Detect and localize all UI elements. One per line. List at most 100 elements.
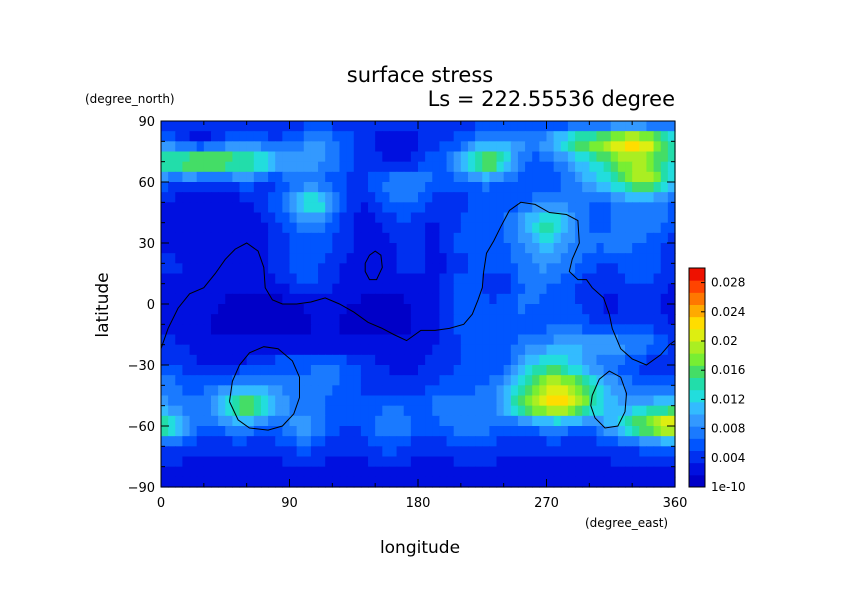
heatmap-cell xyxy=(218,253,226,264)
heatmap-cell xyxy=(625,344,633,356)
heatmap-cell xyxy=(268,141,276,153)
heatmap-cell xyxy=(396,232,405,244)
heatmap-cell xyxy=(632,131,640,142)
heatmap-cell xyxy=(482,283,490,295)
heatmap-cell xyxy=(553,192,562,203)
heatmap-cell xyxy=(432,405,441,417)
heatmap-cell xyxy=(239,151,248,163)
heatmap-cell xyxy=(489,141,498,153)
heatmap-cell xyxy=(603,365,612,376)
heatmap-cell xyxy=(332,354,341,366)
heatmap-cell xyxy=(489,446,498,458)
heatmap-cell xyxy=(625,385,633,397)
heatmap-cell xyxy=(553,121,562,132)
heatmap-cell xyxy=(168,466,176,478)
heatmap-cell xyxy=(596,192,605,203)
heatmap-cell xyxy=(168,324,176,336)
heatmap-cell xyxy=(189,182,198,193)
heatmap-cell xyxy=(268,202,276,214)
heatmap-cell xyxy=(310,466,319,478)
heatmap-cell xyxy=(475,253,483,264)
heatmap-cell xyxy=(303,273,312,285)
heatmap-cell xyxy=(610,405,619,417)
heatmap-cell xyxy=(582,243,590,254)
heatmap-cell xyxy=(246,192,255,203)
heatmap-cell xyxy=(446,395,455,407)
heatmap-cell xyxy=(667,131,676,142)
heatmap-cell xyxy=(282,456,291,468)
heatmap-cell xyxy=(503,171,512,183)
x-tick-label: 180 xyxy=(406,496,431,511)
heatmap-cell xyxy=(467,161,476,173)
heatmap-cell xyxy=(489,131,498,142)
heatmap-cell xyxy=(289,426,298,437)
heatmap-cell xyxy=(239,202,248,214)
heatmap-cell xyxy=(460,273,469,285)
heatmap-cell xyxy=(210,456,219,468)
heatmap-cell xyxy=(560,415,569,427)
heatmap-cell xyxy=(503,476,512,488)
y-tick-label: −30 xyxy=(128,359,155,374)
heatmap-cell xyxy=(239,293,248,305)
heatmap-cell xyxy=(453,232,462,244)
heatmap-cell xyxy=(368,314,376,325)
heatmap-cell xyxy=(318,253,326,264)
heatmap-cell xyxy=(453,365,462,376)
heatmap-cell xyxy=(396,344,405,356)
heatmap-cell xyxy=(639,121,648,132)
heatmap-cell xyxy=(503,324,512,336)
heatmap-cell xyxy=(567,385,576,397)
heatmap-cell xyxy=(253,273,262,285)
heatmap-cell xyxy=(182,253,191,264)
heatmap-cell xyxy=(660,263,669,275)
heatmap-cell xyxy=(161,171,169,183)
heatmap-cell xyxy=(446,192,455,203)
heatmap-cell xyxy=(318,365,326,376)
heatmap-cell xyxy=(168,232,176,244)
heatmap-cell xyxy=(382,141,391,153)
heatmap-cell xyxy=(453,293,462,305)
heatmap-cell xyxy=(553,161,562,173)
heatmap-cell xyxy=(210,466,219,478)
heatmap-cell xyxy=(253,151,262,163)
heatmap-cell xyxy=(418,466,426,478)
heatmap-cell xyxy=(196,446,205,458)
heatmap-cell xyxy=(325,415,333,427)
heatmap-cell xyxy=(425,446,433,458)
heatmap-cell xyxy=(303,314,312,325)
heatmap-cell xyxy=(546,243,555,254)
heatmap-cell xyxy=(260,385,269,397)
heatmap-cell xyxy=(260,263,269,275)
heatmap-cell xyxy=(475,405,483,417)
heatmap-cell xyxy=(182,283,191,295)
heatmap-cell xyxy=(589,324,598,336)
heatmap-cell xyxy=(603,253,612,264)
heatmap-cell xyxy=(382,222,391,234)
heatmap-cell xyxy=(310,263,319,275)
heatmap-cell xyxy=(589,232,598,244)
heatmap-cell xyxy=(667,385,676,397)
heatmap-cell xyxy=(610,385,619,397)
heatmap-cell xyxy=(225,263,233,275)
heatmap-cell xyxy=(232,446,241,458)
heatmap-cell xyxy=(589,365,598,376)
heatmap-cell xyxy=(218,171,226,183)
heatmap-cell xyxy=(589,446,598,458)
colorbar-swatch xyxy=(689,450,705,464)
x-tick-label: 360 xyxy=(663,496,688,511)
heatmap-cell xyxy=(410,161,419,173)
heatmap-cell xyxy=(667,476,676,488)
heatmap-cell xyxy=(432,375,441,386)
heatmap-cell xyxy=(610,141,619,153)
heatmap-cell xyxy=(539,405,548,417)
heatmap-cell xyxy=(582,385,590,397)
heatmap-cell xyxy=(296,171,305,183)
heatmap-cell xyxy=(510,365,519,376)
heatmap-cell xyxy=(496,354,505,366)
heatmap-cell xyxy=(425,192,433,203)
heatmap-cell xyxy=(375,375,383,386)
heatmap-cell xyxy=(575,354,583,366)
heatmap-cell xyxy=(582,182,590,193)
topography-contour xyxy=(364,250,383,281)
heatmap-cell xyxy=(403,141,412,153)
